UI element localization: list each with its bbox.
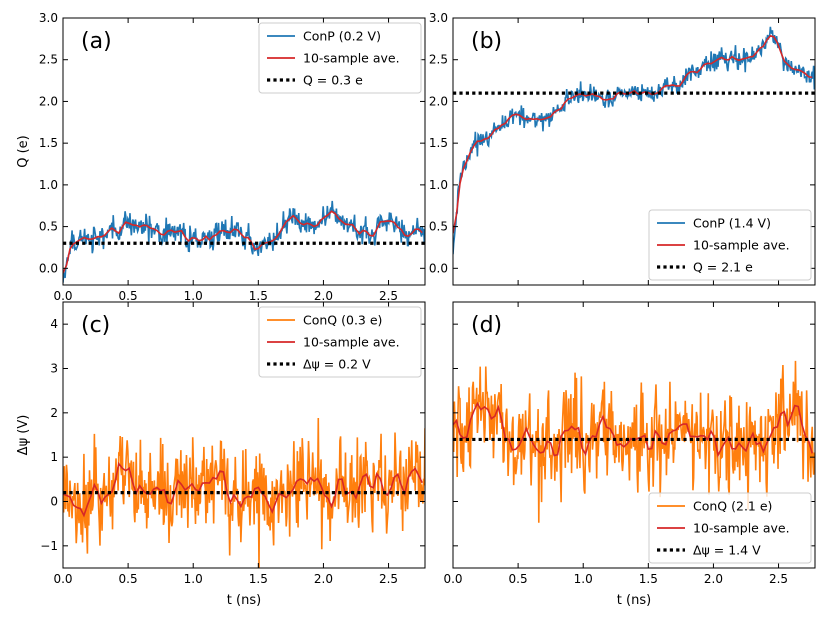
- series-average-line: [453, 34, 813, 234]
- panel-d: 0.0 0.5 1.0 1.5 2.0 2.5 t (ns) (d) ConQ (2.1 e) 1…: [443, 301, 816, 608]
- y-tick-label: 1.5: [429, 136, 448, 150]
- x-tick-label: 1.5: [249, 572, 268, 586]
- panel-letter: (b): [471, 29, 502, 54]
- legend-label: 10-sample ave.: [693, 521, 790, 536]
- legend-label: Δψ = 0.2 V: [303, 357, 371, 372]
- axes-frame: [452, 301, 816, 569]
- panel-letter: (d): [471, 313, 502, 338]
- y-tick-label: 0.5: [39, 220, 58, 234]
- x-tick-label: 0.0: [53, 572, 72, 586]
- y-tick-label: 1.0: [429, 178, 448, 192]
- x-tick-label: 0.5: [509, 572, 528, 586]
- x-tick-label: 1.0: [184, 572, 203, 586]
- x-tick-label: 2.0: [314, 572, 333, 586]
- y-tick-label: 2.0: [429, 94, 448, 108]
- y-tick-label: 1: [50, 450, 58, 464]
- y-tick-label: 3: [50, 362, 58, 376]
- panel-letter: (c): [81, 313, 110, 338]
- series-raw-line: [63, 200, 425, 283]
- legend-label: Δψ = 1.4 V: [693, 543, 761, 558]
- series-average-line: [63, 461, 423, 518]
- panel-a: 0.0 0.5 1.0 1.5 2.0 2.5 0.0 0.5 1.0 1.5 2.0 2.5 3.0 Q…: [16, 11, 426, 303]
- y-tick-label: 1.5: [39, 136, 58, 150]
- legend: ConQ (2.1 e) 10-sample ave. Δψ = 1.4 V: [648, 492, 812, 564]
- legend-label: 10-sample ave.: [693, 238, 790, 253]
- x-tick-label: 1.0: [574, 572, 593, 586]
- series-raw-line: [63, 417, 425, 568]
- y-tick-label: 2.5: [429, 53, 448, 67]
- legend-box: [258, 22, 422, 94]
- y-tick-label: −1: [40, 539, 58, 553]
- legend-label: 10-sample ave.: [303, 51, 400, 66]
- y-tick-label: 2: [50, 406, 58, 420]
- legend-label: ConQ (2.1 e): [693, 499, 772, 514]
- x-tick-label: 0.5: [119, 289, 138, 303]
- x-tick-label: 2.0: [314, 289, 333, 303]
- x-tick-label: 1.0: [184, 289, 203, 303]
- y-tick-label: 4: [50, 317, 58, 331]
- panel-letter: (a): [81, 29, 112, 54]
- x-tick-label: 2.5: [379, 572, 398, 586]
- axes-frame: [452, 17, 816, 286]
- x-tick-label: 1.5: [249, 289, 268, 303]
- x-tick-label: 2.0: [704, 572, 723, 586]
- legend: ConP (1.4 V) 10-sample ave. Q = 2.1 e: [648, 209, 812, 281]
- y-tick-label: 3.0: [39, 11, 58, 25]
- series-average-line: [63, 210, 423, 274]
- plot-area-b: [453, 26, 815, 255]
- axes-frame: [62, 17, 426, 286]
- y-tick-label: 0: [50, 495, 58, 509]
- x-axis-label: t (ns): [617, 593, 651, 608]
- y-axis-label: Q (e): [16, 135, 31, 168]
- legend: ConP (0.2 V) 10-sample ave. Q = 0.3 e: [258, 22, 422, 94]
- plot-area-a: [63, 200, 425, 283]
- x-tick-label: 0.0: [443, 572, 462, 586]
- legend-box: [258, 306, 422, 378]
- y-tick-label: 1.0: [39, 178, 58, 192]
- legend-label: 10-sample ave.: [303, 335, 400, 350]
- y-axis-label: Δψ (V): [16, 415, 31, 456]
- x-axis-label: t (ns): [227, 593, 261, 608]
- y-tick-label: 0.0: [39, 261, 58, 275]
- legend-label: ConP (0.2 V): [303, 29, 381, 44]
- axes-frame: [62, 301, 426, 569]
- x-tick-label: 0.0: [53, 289, 72, 303]
- x-tick-label: 2.5: [379, 289, 398, 303]
- x-tick-label: 1.5: [639, 572, 658, 586]
- legend-label: ConP (1.4 V): [693, 216, 771, 231]
- panel-b: 0.0 0.5 1.0 1.5 2.0 2.5 3.0 (b) ConP (1.4 V) 10-s…: [429, 11, 816, 286]
- plot-area-d: [453, 360, 815, 523]
- y-tick-label: 0.0: [429, 261, 448, 275]
- y-tick-label: 3.0: [429, 11, 448, 25]
- legend-box: [648, 492, 812, 564]
- legend-label: Q = 2.1 e: [693, 260, 753, 275]
- legend: ConQ (0.3 e) 10-sample ave. Δψ = 0.2 V: [258, 306, 422, 378]
- legend-label: ConQ (0.3 e): [303, 313, 382, 328]
- panel-c: 0.0 0.5 1.0 1.5 2.0 2.5 −1 0 1 2 3 4 t (ns) Δψ (V) (c)…: [16, 301, 426, 608]
- x-tick-label: 2.5: [769, 572, 788, 586]
- legend-box: [648, 209, 812, 281]
- legend-label: Q = 0.3 e: [303, 73, 363, 88]
- y-tick-label: 2.5: [39, 53, 58, 67]
- x-tick-label: 0.5: [119, 572, 138, 586]
- y-tick-label: 0.5: [429, 220, 448, 234]
- y-tick-label: 2.0: [39, 94, 58, 108]
- plot-area-c: [63, 417, 425, 568]
